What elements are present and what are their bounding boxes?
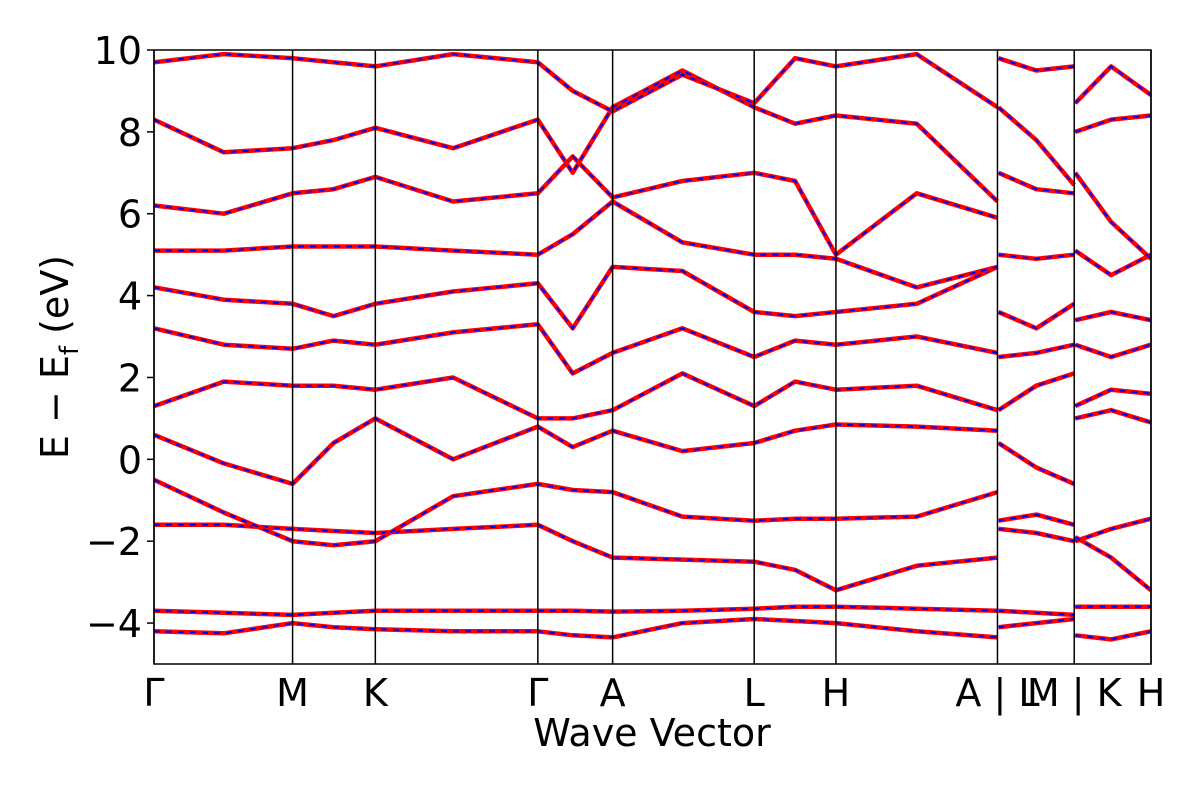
band-line (154, 407, 1151, 487)
y-label-sub: f (55, 345, 85, 355)
y-tick-label: 8 (118, 111, 142, 155)
band-line-overlay (154, 605, 1151, 616)
y-tick-label: 4 (118, 275, 142, 319)
band-line-overlay (154, 69, 1151, 203)
band-line (154, 199, 1151, 290)
y-label-main: E − E (33, 355, 77, 459)
band-line (154, 154, 1151, 261)
y-tick-label: −4 (86, 602, 142, 646)
band-line-overlay (154, 265, 1151, 331)
x-tick-label: M | K (1027, 671, 1123, 716)
x-tick-label: A (600, 671, 626, 715)
y-tick-label: 2 (118, 356, 142, 400)
band-line-overlay (154, 372, 1151, 420)
x-axis-label: Wave Vector (533, 711, 771, 755)
x-tick-label: M (276, 671, 309, 715)
band-line (154, 322, 1151, 376)
x-tick-label: A | L (955, 671, 1039, 716)
band-line (154, 616, 1151, 642)
band-line (154, 264, 1151, 331)
y-axis-label: E − Ef (eV) (33, 255, 85, 459)
band-line-overlay (154, 154, 1151, 260)
x-tick-label: H (1137, 671, 1166, 715)
band-line-overlay (154, 478, 1151, 592)
band-line-overlay (154, 517, 1151, 592)
band-line (154, 371, 1151, 421)
y-tick-label: −2 (86, 520, 142, 564)
x-tick-label: Γ (143, 671, 164, 715)
band-line-overlay (154, 200, 1151, 289)
bands (154, 51, 1151, 642)
x-tick-label: H (822, 671, 851, 715)
band-line-overlay (154, 53, 1151, 113)
band-line-overlay (154, 617, 1151, 641)
y-label-unit: (eV) (33, 255, 77, 346)
y-tick-label: 6 (118, 193, 142, 237)
band-line-overlay (154, 323, 1151, 375)
band-line (154, 51, 1151, 114)
x-tick-label: L (744, 671, 765, 715)
x-tick-label: K (363, 671, 389, 715)
band-line-overlay (154, 409, 1151, 486)
y-tick-label: 10 (94, 29, 142, 73)
band-line (154, 477, 1151, 593)
x-tick-label: Γ (527, 671, 548, 715)
y-tick-label: 0 (118, 438, 142, 482)
